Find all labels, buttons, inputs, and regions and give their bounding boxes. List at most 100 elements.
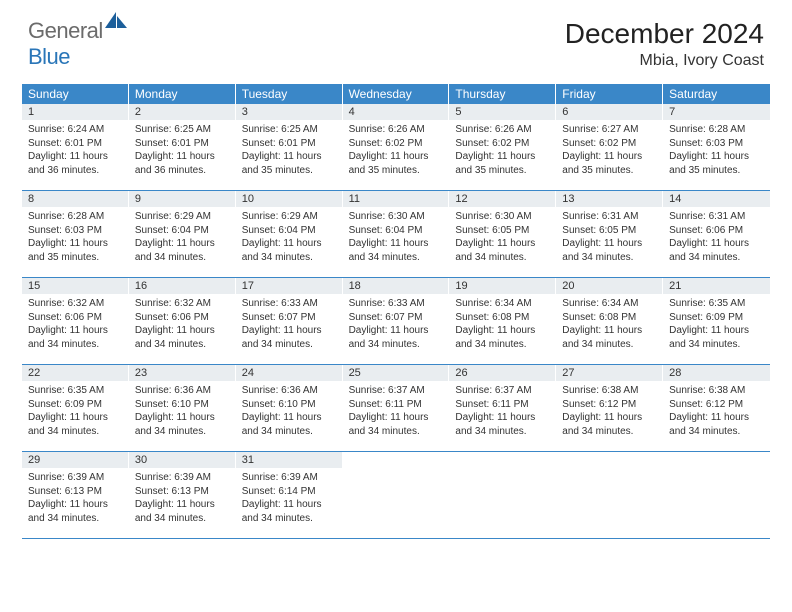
day-cell: 15Sunrise: 6:32 AMSunset: 6:06 PMDayligh… [22,278,129,364]
day-number: 25 [343,365,450,381]
day-number: 8 [22,191,129,207]
day-body: Sunrise: 6:38 AMSunset: 6:12 PMDaylight:… [556,381,663,442]
day-number: 30 [129,452,236,468]
daylight-text: Daylight: 11 hours and 36 minutes. [28,150,123,177]
sunset-text: Sunset: 6:12 PM [562,398,657,412]
sunrise-text: Sunrise: 6:30 AM [349,210,444,224]
day-cell: 19Sunrise: 6:34 AMSunset: 6:08 PMDayligh… [449,278,556,364]
sunrise-text: Sunrise: 6:35 AM [28,384,123,398]
week-row: 8Sunrise: 6:28 AMSunset: 6:03 PMDaylight… [22,191,770,278]
sunset-text: Sunset: 6:14 PM [242,485,337,499]
sunrise-text: Sunrise: 6:38 AM [562,384,657,398]
day-cell: 12Sunrise: 6:30 AMSunset: 6:05 PMDayligh… [449,191,556,277]
day-number: 11 [343,191,450,207]
sunset-text: Sunset: 6:07 PM [349,311,444,325]
day-body: Sunrise: 6:38 AMSunset: 6:12 PMDaylight:… [663,381,770,442]
daylight-text: Daylight: 11 hours and 35 minutes. [349,150,444,177]
day-number: 21 [663,278,770,294]
day-number: 29 [22,452,129,468]
daylight-text: Daylight: 11 hours and 34 minutes. [135,237,230,264]
sunset-text: Sunset: 6:01 PM [28,137,123,151]
day-body: Sunrise: 6:32 AMSunset: 6:06 PMDaylight:… [22,294,129,355]
daylight-text: Daylight: 11 hours and 34 minutes. [562,237,657,264]
sunrise-text: Sunrise: 6:31 AM [562,210,657,224]
brand-logo: GeneralBlue [28,18,127,70]
daylight-text: Daylight: 11 hours and 34 minutes. [562,411,657,438]
sunrise-text: Sunrise: 6:29 AM [135,210,230,224]
daylight-text: Daylight: 11 hours and 34 minutes. [455,324,550,351]
day-body: Sunrise: 6:34 AMSunset: 6:08 PMDaylight:… [556,294,663,355]
sunset-text: Sunset: 6:10 PM [242,398,337,412]
sunset-text: Sunset: 6:06 PM [135,311,230,325]
day-number: 26 [449,365,556,381]
day-cell: 7Sunrise: 6:28 AMSunset: 6:03 PMDaylight… [663,104,770,190]
day-cell: 13Sunrise: 6:31 AMSunset: 6:05 PMDayligh… [556,191,663,277]
day-cell: 18Sunrise: 6:33 AMSunset: 6:07 PMDayligh… [343,278,450,364]
day-number: 1 [22,104,129,120]
sunrise-text: Sunrise: 6:36 AM [242,384,337,398]
daylight-text: Daylight: 11 hours and 34 minutes. [669,324,764,351]
day-body: Sunrise: 6:25 AMSunset: 6:01 PMDaylight:… [129,120,236,181]
day-cell: 20Sunrise: 6:34 AMSunset: 6:08 PMDayligh… [556,278,663,364]
sunrise-text: Sunrise: 6:35 AM [669,297,764,311]
sunset-text: Sunset: 6:03 PM [669,137,764,151]
daylight-text: Daylight: 11 hours and 34 minutes. [242,411,337,438]
sunrise-text: Sunrise: 6:24 AM [28,123,123,137]
daylight-text: Daylight: 11 hours and 34 minutes. [28,324,123,351]
sunrise-text: Sunrise: 6:28 AM [28,210,123,224]
day-number: 3 [236,104,343,120]
sunrise-text: Sunrise: 6:37 AM [349,384,444,398]
sunset-text: Sunset: 6:09 PM [669,311,764,325]
sunrise-text: Sunrise: 6:32 AM [135,297,230,311]
weekday-cell: Friday [556,84,663,104]
week-row: 22Sunrise: 6:35 AMSunset: 6:09 PMDayligh… [22,365,770,452]
day-cell: 22Sunrise: 6:35 AMSunset: 6:09 PMDayligh… [22,365,129,451]
day-body: Sunrise: 6:28 AMSunset: 6:03 PMDaylight:… [663,120,770,181]
sunset-text: Sunset: 6:01 PM [135,137,230,151]
day-body: Sunrise: 6:27 AMSunset: 6:02 PMDaylight:… [556,120,663,181]
day-body: Sunrise: 6:39 AMSunset: 6:14 PMDaylight:… [236,468,343,529]
day-cell: 6Sunrise: 6:27 AMSunset: 6:02 PMDaylight… [556,104,663,190]
day-body: Sunrise: 6:37 AMSunset: 6:11 PMDaylight:… [343,381,450,442]
day-number: 31 [236,452,343,468]
day-number: 18 [343,278,450,294]
day-cell: 8Sunrise: 6:28 AMSunset: 6:03 PMDaylight… [22,191,129,277]
day-number: 14 [663,191,770,207]
weekday-cell: Sunday [22,84,129,104]
day-body: Sunrise: 6:31 AMSunset: 6:05 PMDaylight:… [556,207,663,268]
sunrise-text: Sunrise: 6:25 AM [242,123,337,137]
day-cell: 4Sunrise: 6:26 AMSunset: 6:02 PMDaylight… [343,104,450,190]
day-body: Sunrise: 6:36 AMSunset: 6:10 PMDaylight:… [236,381,343,442]
day-cell [343,452,450,538]
brand-text: GeneralBlue [28,18,127,70]
day-cell [663,452,770,538]
brand-part1: General [28,18,103,43]
day-cell: 21 Sunrise: 6:35 AMSunset: 6:09 PMDayligh… [663,278,770,364]
daylight-text: Daylight: 11 hours and 34 minutes. [669,237,764,264]
day-cell: 16Sunrise: 6:32 AMSunset: 6:06 PMDayligh… [129,278,236,364]
daylight-text: Daylight: 11 hours and 34 minutes. [455,237,550,264]
day-cell: 28Sunrise: 6:38 AMSunset: 6:12 PMDayligh… [663,365,770,451]
sunset-text: Sunset: 6:08 PM [455,311,550,325]
day-number: 20 [556,278,663,294]
daylight-text: Daylight: 11 hours and 34 minutes. [562,324,657,351]
day-body: Sunrise: 6:30 AMSunset: 6:04 PMDaylight:… [343,207,450,268]
sunset-text: Sunset: 6:12 PM [669,398,764,412]
sunrise-text: Sunrise: 6:36 AM [135,384,230,398]
day-body: Sunrise: 6:30 AMSunset: 6:05 PMDaylight:… [449,207,556,268]
sunrise-text: Sunrise: 6:25 AM [135,123,230,137]
day-number: 28 [663,365,770,381]
sunset-text: Sunset: 6:11 PM [455,398,550,412]
daylight-text: Daylight: 11 hours and 34 minutes. [349,324,444,351]
day-cell: 11Sunrise: 6:30 AMSunset: 6:04 PMDayligh… [343,191,450,277]
daylight-text: Daylight: 11 hours and 34 minutes. [135,324,230,351]
day-cell: 5Sunrise: 6:26 AMSunset: 6:02 PMDaylight… [449,104,556,190]
sunrise-text: Sunrise: 6:32 AM [28,297,123,311]
sunrise-text: Sunrise: 6:37 AM [455,384,550,398]
daylight-text: Daylight: 11 hours and 34 minutes. [28,498,123,525]
day-cell: 30Sunrise: 6:39 AMSunset: 6:13 PMDayligh… [129,452,236,538]
daylight-text: Daylight: 11 hours and 34 minutes. [135,498,230,525]
daylight-text: Daylight: 11 hours and 34 minutes. [455,411,550,438]
daylight-text: Daylight: 11 hours and 34 minutes. [669,411,764,438]
daylight-text: Daylight: 11 hours and 34 minutes. [28,411,123,438]
